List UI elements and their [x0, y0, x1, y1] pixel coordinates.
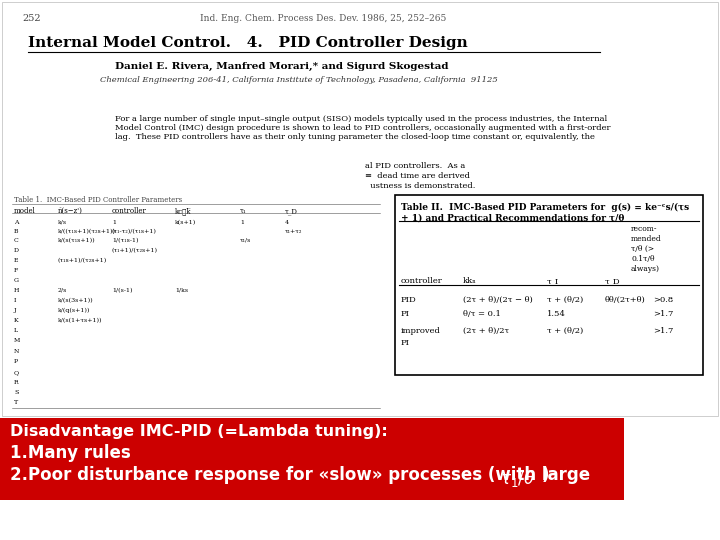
- Text: >1.7: >1.7: [653, 327, 673, 335]
- Text: k/(s(1+τs+1)): k/(s(1+τs+1)): [58, 318, 102, 323]
- Text: τ₁/s: τ₁/s: [240, 238, 251, 243]
- Text: k/(q(s+1)): k/(q(s+1)): [58, 308, 91, 313]
- Text: τ/θ (>: τ/θ (>: [631, 245, 654, 253]
- Text: C: C: [14, 238, 19, 243]
- Text: ustness is demonstrated.: ustness is demonstrated.: [365, 182, 475, 190]
- Bar: [395, 195, 703, 375]
- Text: ñ(s−z'): ñ(s−z'): [58, 207, 83, 215]
- Text: 252: 252: [22, 14, 40, 23]
- Text: E: E: [14, 258, 19, 263]
- Text: (τ₁-τ₂)/(τ₁s+1): (τ₁-τ₂)/(τ₁s+1): [112, 229, 157, 234]
- Text: Ind. Eng. Chem. Process Des. Dev. 1986, 25, 252–265: Ind. Eng. Chem. Process Des. Dev. 1986, …: [200, 14, 446, 23]
- Text: ): ): [542, 466, 549, 484]
- Text: A: A: [14, 220, 19, 225]
- Text: Internal Model Control.   4.   PID Controller Design: Internal Model Control. 4. PID Controlle…: [28, 36, 468, 50]
- Text: kkₙ: kkₙ: [463, 277, 477, 285]
- Text: θ/τ = 0.1: θ/τ = 0.1: [463, 310, 501, 318]
- Text: For a large number of single input–single output (SISO) models typically used in: For a large number of single input–singl…: [115, 115, 611, 141]
- Text: H: H: [14, 288, 19, 293]
- Bar: [0, 418, 624, 500]
- Text: T: T: [14, 400, 18, 405]
- Text: Table 1.  IMC-Based PID Controller Parameters: Table 1. IMC-Based PID Controller Parame…: [14, 196, 182, 204]
- Text: always): always): [631, 265, 660, 273]
- Text: improved: improved: [401, 327, 441, 335]
- Text: 1.Many rules: 1.Many rules: [10, 444, 131, 462]
- Text: D: D: [14, 248, 19, 253]
- Text: 1/(s-1): 1/(s-1): [112, 288, 132, 293]
- Text: N: N: [14, 349, 19, 354]
- Text: >1.7: >1.7: [653, 310, 673, 318]
- Text: τ₁: τ₁: [240, 207, 247, 215]
- Text: R: R: [14, 380, 19, 385]
- Text: 2/s: 2/s: [58, 288, 68, 293]
- Text: Q: Q: [14, 370, 19, 375]
- Text: 1/(τ₁s-1): 1/(τ₁s-1): [112, 238, 138, 243]
- Text: Disadvantage IMC-PID (=Lambda tuning):: Disadvantage IMC-PID (=Lambda tuning):: [10, 424, 388, 439]
- Text: PI: PI: [401, 339, 410, 347]
- Text: F: F: [14, 268, 18, 273]
- Text: τ + (θ/2): τ + (θ/2): [547, 327, 583, 335]
- Text: τ + (θ/2): τ + (θ/2): [547, 296, 583, 304]
- Text: kc͝k̅: kc͝k̅: [175, 207, 192, 215]
- Text: (τ₁s+1)/(τ₂s+1): (τ₁s+1)/(τ₂s+1): [58, 258, 107, 263]
- Text: >0.8: >0.8: [653, 296, 673, 304]
- Text: controller: controller: [112, 207, 147, 215]
- Text: recom-: recom-: [631, 225, 657, 233]
- Text: Chemical Engineering 206-41, California Institute of Technology, Pasadena, Calif: Chemical Engineering 206-41, California …: [100, 76, 498, 84]
- Text: k(s+1): k(s+1): [175, 220, 197, 225]
- Text: Daniel E. Rivera, Manfred Morari,* and Sigurd Skogestad: Daniel E. Rivera, Manfred Morari,* and S…: [115, 62, 449, 71]
- Text: L: L: [14, 328, 18, 333]
- Text: S: S: [14, 390, 19, 395]
- Text: 1.54: 1.54: [547, 310, 566, 318]
- Text: (2τ + θ)/(2τ − θ): (2τ + θ)/(2τ − θ): [463, 296, 533, 304]
- Text: ≡  dead time are derived: ≡ dead time are derived: [365, 172, 470, 180]
- Text: G: G: [14, 278, 19, 283]
- Text: θθ/(2τ+θ): θθ/(2τ+θ): [605, 296, 646, 304]
- Text: al PID controllers.  As a: al PID controllers. As a: [365, 162, 465, 170]
- Text: (τ₁+1)/(τ₂s+1): (τ₁+1)/(τ₂s+1): [112, 248, 158, 253]
- Text: (2τ + θ)/2τ: (2τ + θ)/2τ: [463, 327, 509, 335]
- Text: Table II.  IMC-Based PID Parameters for  g(s) = ke⁻ᶜs/(τs: Table II. IMC-Based PID Parameters for g…: [401, 203, 689, 212]
- Text: PID: PID: [401, 296, 417, 304]
- Text: K: K: [14, 318, 19, 323]
- Text: PI: PI: [401, 310, 410, 318]
- Text: P: P: [14, 359, 18, 364]
- Text: I: I: [14, 298, 17, 303]
- Text: k/(s(τ₁s+1)): k/(s(τ₁s+1)): [58, 238, 96, 243]
- Text: 1: 1: [240, 220, 244, 225]
- Text: controller: controller: [401, 277, 443, 285]
- Text: 4: 4: [285, 220, 289, 225]
- Bar: [2, 2, 718, 416]
- Text: mended: mended: [631, 235, 662, 243]
- Text: k/(s(3s+1)): k/(s(3s+1)): [58, 298, 94, 303]
- Text: + 1) and Practical Recommendations for τ/θ: + 1) and Practical Recommendations for τ…: [401, 214, 624, 223]
- Text: k/((τ₁s+1)(τ₂s+1)): k/((τ₁s+1)(τ₂s+1)): [58, 229, 116, 234]
- Text: J: J: [14, 308, 17, 313]
- Text: $\tau_1/\theta$: $\tau_1/\theta$: [500, 468, 536, 489]
- Text: 0.1τ/θ: 0.1τ/θ: [631, 255, 654, 263]
- Text: 2.Poor disturbance response for «slow» processes (with large: 2.Poor disturbance response for «slow» p…: [10, 466, 596, 484]
- Text: k/s: k/s: [58, 220, 67, 225]
- Text: M: M: [14, 338, 20, 343]
- Text: τ_I: τ_I: [547, 277, 559, 285]
- Text: model: model: [14, 207, 36, 215]
- Text: τ_D: τ_D: [605, 277, 621, 285]
- Text: τ₁+τ₂: τ₁+τ₂: [285, 229, 302, 234]
- Text: B: B: [14, 229, 19, 234]
- Text: 1/ks: 1/ks: [175, 288, 188, 293]
- Text: 1: 1: [112, 220, 116, 225]
- Text: τ_D: τ_D: [285, 207, 298, 215]
